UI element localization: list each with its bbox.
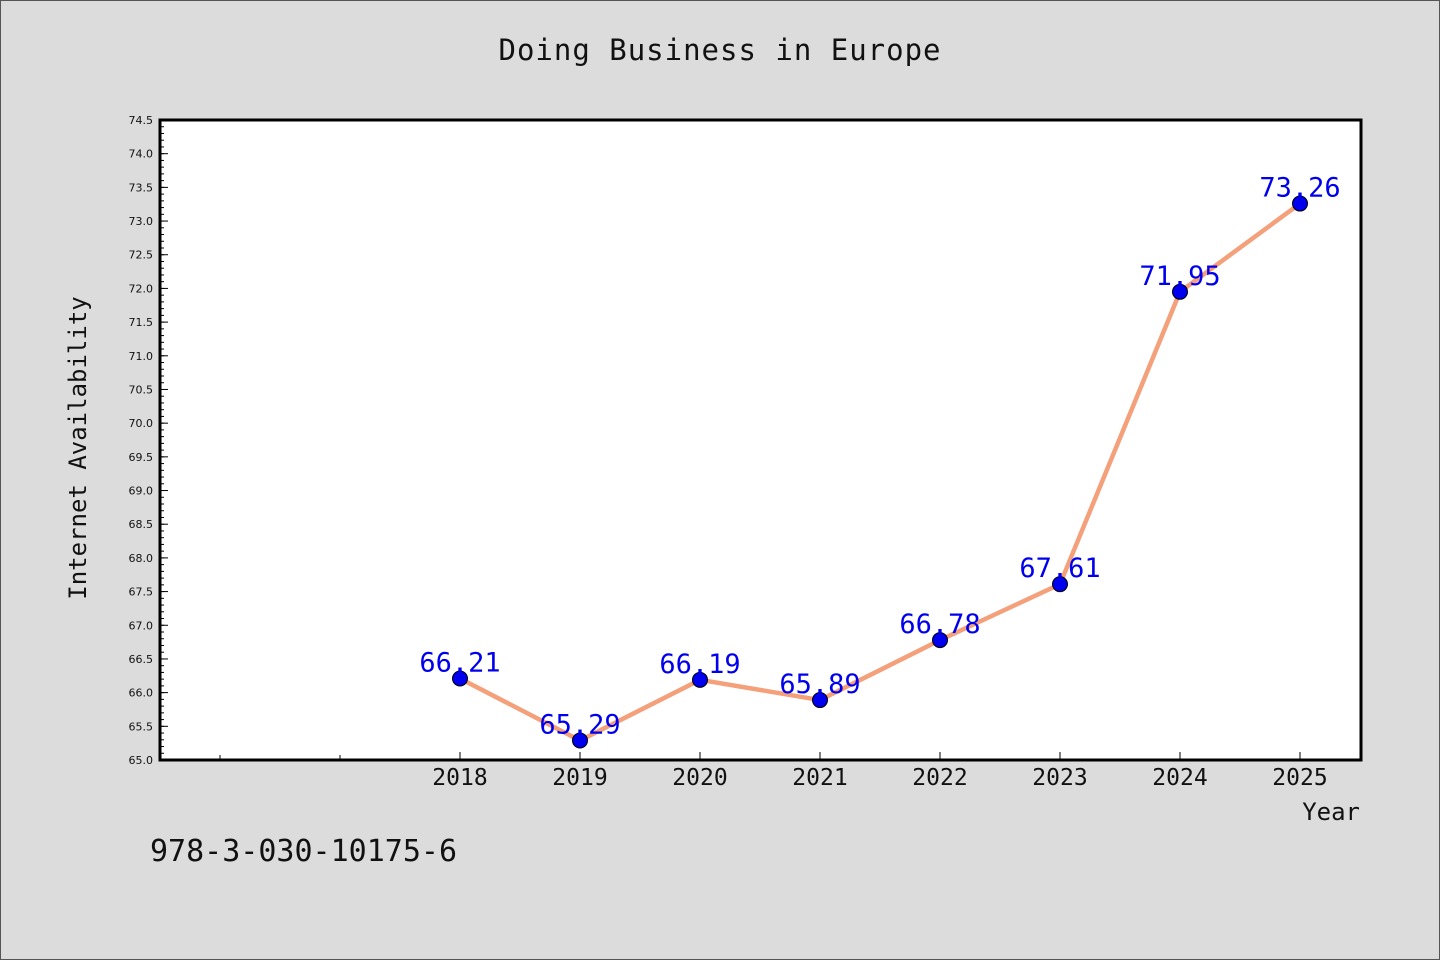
y-axis: 65.0 65.5 66.0 66.5 67.0 67.5 68.0 68.5 69.0 69.5…: [129, 114, 168, 767]
y-tick-label: 66.0: [129, 687, 154, 700]
x-tick-label: 2025: [1272, 765, 1327, 791]
y-tick-label: 67.5: [129, 586, 154, 599]
x-axis-title: Year: [1302, 798, 1360, 826]
y-tick-label: 70.0: [129, 417, 154, 430]
data-label: 73.26: [1259, 173, 1340, 204]
x-tick-label: 2024: [1152, 765, 1207, 791]
data-point: [572, 732, 588, 749]
x-tick-label: 2023: [1032, 765, 1087, 791]
data-point: [932, 632, 948, 649]
data-point: [1052, 576, 1068, 593]
data-point: [812, 692, 828, 709]
y-tick-label: 72.5: [129, 249, 154, 262]
y-tick-label: 73.0: [129, 215, 154, 228]
series-layer: 66.21 65.29 66.19 65.89 66.78 67.61 71.95 73.26: [419, 173, 1341, 749]
y-axis-title: Internet Availability: [64, 296, 92, 599]
series-line: [458, 201, 1302, 743]
y-tick-label: 66.5: [129, 653, 154, 666]
data-label: 71.95: [1139, 261, 1220, 292]
y-tick-label: 73.5: [129, 181, 154, 194]
y-tick-label: 71.5: [129, 316, 154, 329]
data-point: [1172, 283, 1188, 300]
data-point: [692, 671, 708, 688]
y-tick-label: 68.0: [129, 552, 154, 565]
x-tick-label: 2021: [792, 765, 847, 791]
data-label: 66.19: [659, 649, 740, 680]
x-tick-label: 2019: [552, 765, 607, 791]
x-tick-label: 2020: [672, 765, 727, 791]
y-tick-label: 70.5: [129, 383, 154, 396]
data-label: 65.89: [779, 669, 860, 700]
y-tick-label: 74.5: [129, 114, 154, 127]
chart-title: Doing Business in Europe: [498, 33, 942, 67]
data-label: 65.29: [539, 709, 620, 740]
plot-area: [158, 118, 1363, 762]
data-label: 67.61: [1019, 553, 1100, 584]
y-tick-label: 72.0: [129, 282, 154, 295]
data-label: 66.78: [899, 609, 980, 640]
y-tick-label: 69.0: [129, 485, 154, 498]
data-point: [1292, 195, 1308, 212]
x-axis: 2018 2019 2020 2021 2022 2023 2024 2025: [219, 752, 1328, 791]
y-tick-label: 65.0: [129, 754, 154, 767]
data-label: 66.21: [419, 647, 500, 678]
x-tick-label: 2018: [432, 765, 487, 791]
y-tick-label: 68.5: [129, 518, 154, 531]
y-tick-label: 71.0: [129, 350, 154, 363]
x-tick-label: 2022: [912, 765, 967, 791]
y-tick-label: 69.5: [129, 451, 154, 464]
y-tick-label: 67.0: [129, 619, 154, 632]
y-tick-label: 65.5: [129, 720, 154, 733]
isbn-label: 978-3-030-10175-6: [150, 834, 458, 869]
y-tick-label: 74.0: [129, 148, 154, 161]
data-point: [452, 670, 468, 687]
